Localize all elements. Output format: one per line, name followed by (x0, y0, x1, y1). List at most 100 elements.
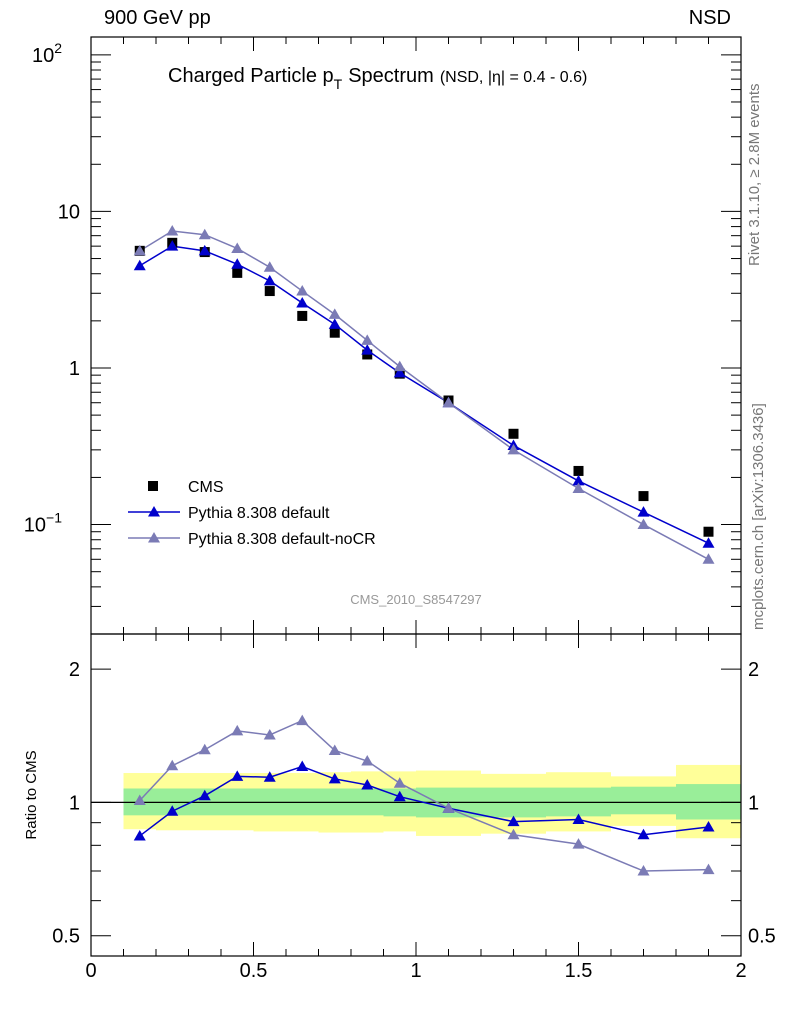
ratio-1-point (572, 838, 585, 849)
x-ticklabel: 0 (85, 960, 96, 982)
ratio-y-ticklabel-left: 0.5 (52, 926, 80, 948)
analysis-label: CMS_2010_S8547297 (350, 592, 482, 607)
ratio-uncertainty-bands (91, 764, 741, 839)
series-1-point (198, 244, 211, 256)
series-line-2 (139, 230, 709, 560)
ratio-1-point (361, 755, 374, 766)
cms-data-point (573, 465, 584, 476)
ratio-1-point (328, 744, 341, 755)
cms-data-point (508, 428, 519, 439)
series-2-point (702, 553, 715, 564)
ratio-ylabel: Ratio to CMS (23, 750, 40, 839)
ratio-y-ticklabel-right: 2 (748, 659, 759, 681)
ratio-y-ticklabel-left: 2 (69, 659, 80, 681)
main-y-ticklabel: 1 (69, 358, 80, 380)
ratio-0-point (328, 772, 341, 784)
ratio-band-inner (611, 786, 676, 815)
ratio-0-point (637, 828, 650, 840)
series-1-point (231, 258, 244, 269)
series-2-point (637, 518, 650, 530)
legend-label: Pythia 8.308 default-noCR (188, 531, 376, 548)
ratio-line-0 (139, 765, 709, 837)
ratio-1-point (133, 794, 146, 805)
cms-data-point (264, 286, 275, 297)
legend-label: Pythia 8.308 default (188, 505, 330, 522)
ratio-0-point (198, 789, 211, 801)
ratio-1-point (442, 802, 455, 813)
cms-data-point (297, 310, 308, 321)
series-1-point (166, 240, 179, 251)
ratio-0-point (133, 829, 146, 841)
cms-data-point (232, 267, 243, 278)
ratio-0-point (231, 770, 244, 781)
main-y-ticklabel: 10−1 (24, 510, 62, 537)
series-2-point (133, 244, 146, 256)
legend: CMS Pythia 8.308 default Pythia 8.308 defa… (128, 479, 376, 548)
legend-marker-triangle (148, 506, 160, 517)
series-1-point (133, 259, 146, 271)
header-right-label: NSD (688, 7, 731, 29)
series-2-point (361, 334, 374, 345)
header-left-label: 900 GeV pp (104, 7, 211, 29)
ratio-series-lines (139, 719, 709, 872)
series-2-point (393, 360, 406, 372)
ratio-1-point (507, 828, 520, 840)
ratio-1-point (166, 759, 179, 771)
series-2-point (442, 396, 455, 408)
ratio-1-point (702, 863, 715, 875)
series-1-point (328, 318, 341, 329)
main-y-ticklabel: 102 (32, 40, 62, 67)
main-plot-frame: 102 10 1 10−1 (24, 36, 742, 635)
ratio-y-ticklabel-right: 1 (748, 792, 759, 814)
ratio-0-point (263, 771, 276, 782)
series-2-point (263, 261, 276, 272)
x-ticklabel: 2 (735, 960, 746, 982)
main-series-lines (139, 230, 709, 560)
series-2-point (198, 228, 211, 240)
series-1-point (637, 506, 650, 517)
ratio-line-1 (139, 719, 709, 872)
ratio-series-markers (133, 714, 715, 876)
series-2-point (166, 224, 179, 236)
x-ticklabel: 0.5 (240, 960, 268, 982)
ratio-plot-frame: 0.5 0.51 12 20 0.5 1 1.5 2 (52, 633, 776, 982)
main-y-ticklabel: 10 (58, 201, 80, 223)
cms-data-point (703, 526, 714, 537)
series-2-point (507, 443, 520, 455)
ratio-0-point (361, 778, 374, 790)
ratio-1-point (393, 777, 406, 788)
cms-data-point (638, 491, 649, 502)
ratio-0-point (166, 805, 179, 816)
ratio-0-point (296, 760, 309, 772)
legend-marker-triangle (148, 532, 160, 543)
series-line-1 (139, 245, 709, 544)
main-series-markers (133, 224, 715, 564)
series-1-point (263, 274, 276, 286)
ratio-0-point (507, 815, 520, 827)
series-1-point (393, 366, 406, 378)
legend-label: CMS (188, 479, 224, 496)
ratio-0-point (702, 820, 715, 832)
series-2-point (231, 242, 244, 253)
ratio-1-point (231, 724, 244, 736)
series-2-point (328, 308, 341, 319)
ratio-band-inner (676, 784, 741, 820)
x-ticklabel: 1.5 (565, 960, 593, 982)
chart-title: Charged Particle pT Spectrum (NSD, |η| = 0… (168, 65, 587, 92)
ratio-1-point (296, 714, 309, 726)
series-1-point (572, 474, 585, 486)
ratio-0-point (572, 813, 585, 824)
ratio-1-point (263, 728, 276, 740)
series-2-point (296, 285, 309, 296)
legend-marker-cms (148, 481, 158, 491)
series-1-point (296, 297, 309, 308)
ratio-y-ticklabel-right: 0.5 (748, 926, 776, 948)
ratio-1-point (198, 743, 211, 755)
ratio-0-point (393, 790, 406, 802)
x-ticklabel: 1 (410, 960, 421, 982)
ratio-1-point (637, 865, 650, 876)
ratio-y-ticklabel-left: 1 (69, 792, 80, 814)
series-1-point (702, 537, 715, 548)
series-1-point (361, 344, 374, 355)
